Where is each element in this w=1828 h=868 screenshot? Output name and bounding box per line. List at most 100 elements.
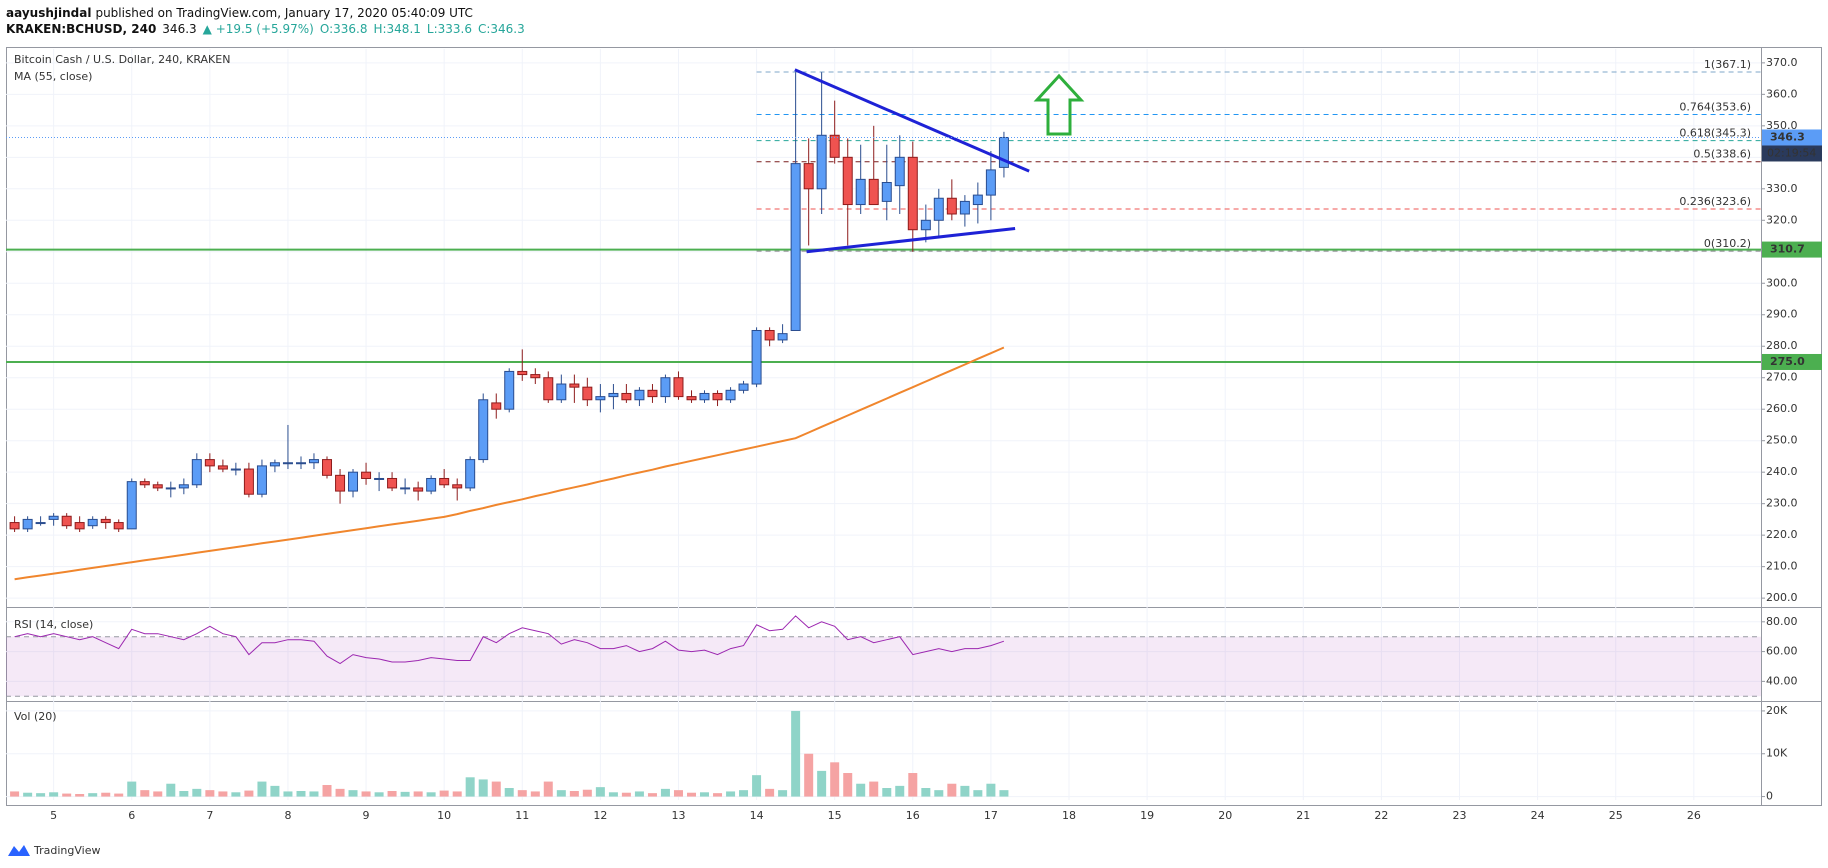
candle-body — [465, 459, 476, 489]
y-tick-label: 260.0 — [1766, 402, 1798, 415]
y-tick-label: 240.0 — [1766, 465, 1798, 478]
volume-bar — [153, 791, 163, 797]
volume-bar — [856, 783, 866, 797]
volume-bar — [231, 792, 241, 797]
volume-bar — [556, 790, 566, 797]
candle-body — [9, 522, 20, 530]
rsi-legend: RSI (14, close) — [14, 618, 93, 631]
candle-body — [816, 134, 827, 190]
volume-bar — [205, 790, 215, 797]
y-tick-label: 20K — [1766, 704, 1788, 717]
candle-body — [868, 178, 879, 206]
x-tick-label: 17 — [984, 809, 998, 822]
volume-bar — [335, 788, 345, 797]
volume-bar — [843, 773, 853, 797]
x-tick-label: 12 — [593, 809, 607, 822]
candle-body — [530, 374, 541, 379]
x-tick-label: 23 — [1453, 809, 1467, 822]
candle-body — [556, 383, 567, 401]
last: 346.3 — [162, 22, 196, 36]
volume-bar — [999, 790, 1009, 797]
candle-body — [517, 370, 528, 376]
candle-body — [920, 219, 931, 231]
volume-bar — [400, 791, 410, 797]
candle-body — [478, 399, 489, 461]
trendline — [794, 68, 1030, 173]
y-tick-label: 290.0 — [1766, 308, 1798, 321]
candle-body — [374, 477, 385, 480]
price-tag-label: 346.3 — [1770, 130, 1805, 143]
grid — [6, 49, 1761, 800]
volume-bar — [752, 775, 762, 797]
candle-body — [842, 156, 853, 206]
candle-body — [48, 515, 59, 520]
volume-bar — [882, 788, 892, 797]
x-tick-label: 20 — [1218, 809, 1232, 822]
candle-body — [569, 383, 580, 388]
volume-bar — [36, 793, 46, 797]
candle-body — [998, 136, 1009, 168]
y-tick-label: 220.0 — [1766, 528, 1798, 541]
candle-body — [217, 465, 228, 470]
candle-body — [295, 462, 306, 465]
volume-bar — [973, 790, 983, 797]
x-tick-label: 16 — [906, 809, 920, 822]
y-tick-label: 10K — [1766, 747, 1788, 760]
volume-bar — [491, 781, 501, 797]
footer-brand: TradingView — [33, 844, 100, 857]
candle-body — [387, 477, 398, 489]
volume-bar — [361, 791, 371, 797]
x-tick-label: 7 — [206, 809, 213, 822]
volume-bar — [986, 783, 996, 797]
volume-bar — [75, 794, 85, 797]
volume-bar — [478, 779, 488, 797]
volume-bar — [726, 791, 736, 797]
x-tick-label: 11 — [515, 809, 529, 822]
volume-bar — [960, 785, 970, 797]
rsi-line — [14, 615, 1005, 665]
candle-body — [256, 465, 267, 495]
change: ▲ +19.5 (+5.97%) — [203, 22, 314, 36]
up-arrow — [1033, 73, 1085, 136]
candle-body — [543, 377, 554, 401]
volume-bar — [413, 791, 423, 797]
x-tick-label: 13 — [671, 809, 685, 822]
x-tick-label: 19 — [1140, 809, 1154, 822]
fib-label: 0.5(338.6) — [1693, 148, 1751, 161]
ohlc: H:348.1 — [373, 22, 420, 36]
y-tick-label: 250.0 — [1766, 434, 1798, 447]
candle-body — [790, 163, 801, 331]
logo[interactable]: TradingView — [8, 844, 100, 857]
volume-bar — [778, 790, 788, 797]
candle-body — [335, 474, 346, 492]
candle-body — [894, 156, 905, 187]
volume-bar — [947, 783, 957, 797]
volume-bar — [908, 773, 918, 797]
candle-body — [959, 200, 970, 215]
y-tick-label: 200.0 — [1766, 591, 1798, 604]
volume-bar — [465, 777, 475, 797]
candle-body — [855, 178, 866, 206]
fib-label: 0.236(323.6) — [1679, 195, 1751, 208]
volume-bar — [791, 710, 801, 797]
publish-line: aayushjindal published on TradingView.com… — [6, 6, 473, 20]
logo-icon — [8, 845, 30, 856]
publisher[interactable]: aayushjindal — [6, 6, 91, 20]
volume-bar — [166, 783, 176, 797]
candle-body — [829, 134, 840, 158]
candle-body — [803, 163, 814, 190]
candle-body — [777, 333, 788, 341]
y-tick-label: 0 — [1766, 790, 1773, 803]
volume-bar — [673, 790, 683, 797]
candle-body — [699, 392, 710, 401]
y-tick-label: 350.0 — [1766, 119, 1798, 132]
y-tick-label: 300.0 — [1766, 276, 1798, 289]
volume-bar — [869, 781, 879, 797]
volume-bar — [713, 793, 723, 797]
volume-bar — [817, 770, 827, 797]
moving-average — [14, 346, 1005, 581]
volume-bar — [244, 790, 254, 797]
price-tag — [1762, 353, 1822, 370]
